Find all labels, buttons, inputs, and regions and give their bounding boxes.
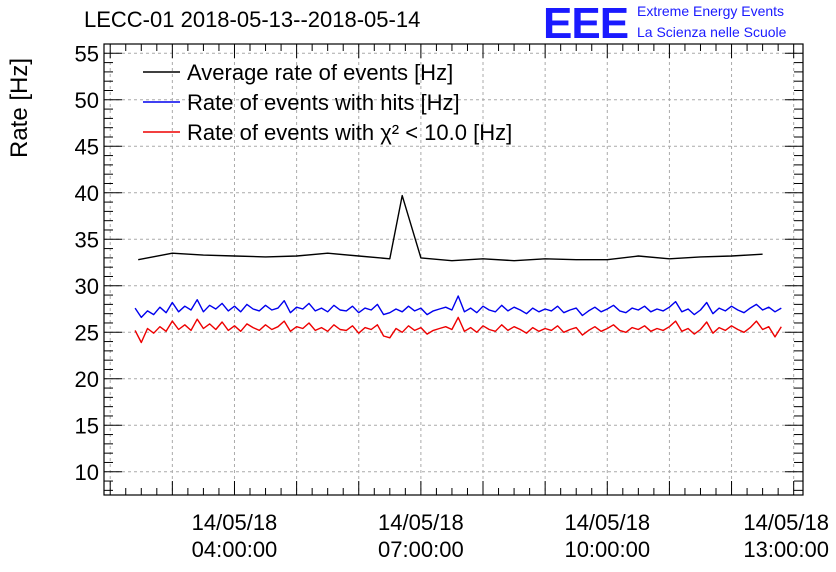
y-tick-label: 20 (75, 367, 99, 392)
legend: Average rate of events [Hz] Rate of event… (143, 60, 512, 145)
legend-label-chi2: Rate of events with χ² < 10.0 [Hz] (187, 120, 512, 145)
y-tick-label: 25 (75, 320, 99, 345)
x-tick-time-label: 04:00:00 (192, 537, 278, 562)
y-tick-label: 35 (75, 227, 99, 252)
grid (104, 44, 803, 495)
x-tick-date-label: 14/05/18 (378, 510, 464, 535)
y-tick-label: 30 (75, 274, 99, 299)
legend-label-average: Average rate of events [Hz] (187, 60, 453, 85)
brand-line-2: La Scienza nelle Scuole (637, 24, 787, 40)
y-tick-label: 15 (75, 413, 99, 438)
series-line-average (138, 194, 763, 262)
series-layer (134, 194, 782, 344)
x-tick-time-label: 10:00:00 (564, 537, 650, 562)
y-tick-label: 40 (75, 181, 99, 206)
series-line-chi2 (134, 316, 782, 344)
y-axis-label: Rate [Hz] (6, 58, 33, 158)
plot-frame (103, 43, 804, 496)
x-tick-date-label: 14/05/18 (564, 510, 650, 535)
eee-logo: EEE (543, 0, 629, 48)
tick-labels: 1015202530354045505514/05/1804:00:0014/0… (75, 41, 829, 562)
chart-title: LECC-01 2018-05-13--2018-05-14 (84, 7, 421, 32)
ticks (104, 43, 803, 495)
y-tick-label: 45 (75, 134, 99, 159)
series-line-hits (134, 295, 782, 319)
y-tick-label: 55 (75, 41, 99, 66)
x-tick-date-label: 14/05/18 (192, 510, 278, 535)
legend-label-hits: Rate of events with hits [Hz] (187, 90, 460, 115)
x-tick-date-label: 14/05/18 (743, 510, 829, 535)
x-tick-time-label: 13:00:00 (743, 537, 829, 562)
brand-line-1: Extreme Energy Events (637, 3, 785, 19)
x-tick-time-label: 07:00:00 (378, 537, 464, 562)
y-tick-label: 50 (75, 88, 99, 113)
y-tick-label: 10 (75, 460, 99, 485)
